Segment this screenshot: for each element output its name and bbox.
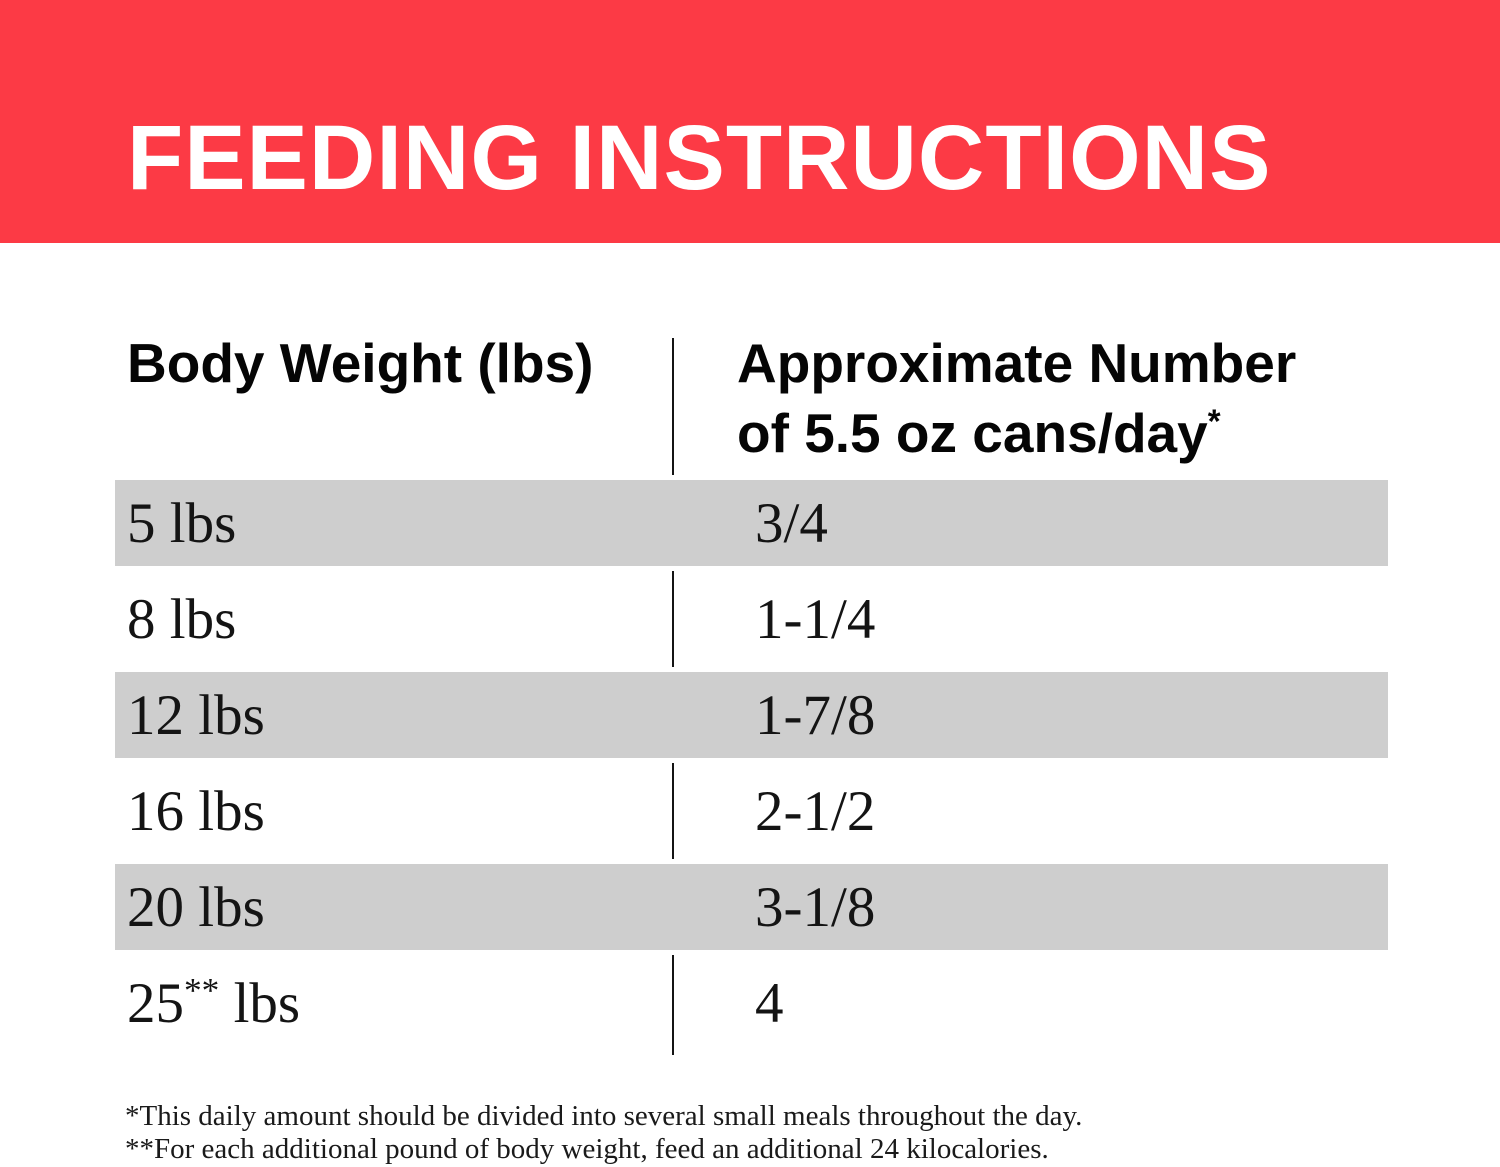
cans-per-day-cell: 1-1/4 (755, 587, 876, 651)
weight-unit: lbs (184, 875, 265, 939)
body-weight-cell: 12 lbs (115, 683, 672, 748)
cans-per-day-cell: 2-1/2 (755, 779, 876, 843)
weight-unit: lbs (184, 683, 265, 747)
weight-unit: lbs (155, 491, 237, 555)
column-header-cans-per-day: Approximate Number of 5.5 oz cans/day* (737, 328, 1296, 468)
table-row: 12 lbs 1-7/8 (115, 667, 1388, 763)
table-row: 20 lbs 3-1/8 (115, 859, 1388, 955)
page-title: FEEDING INSTRUCTIONS (127, 107, 1272, 209)
weight-value: 8 (127, 587, 156, 651)
weight-value: 20 (127, 875, 184, 939)
body-weight-cell: 8 lbs (115, 587, 672, 652)
column-header-cans-line2: of 5.5 oz cans/day (737, 402, 1208, 464)
feeding-table: 5 lbs 3/4 8 lbs 1-1/4 12 lbs 1-7/8 16 lb… (115, 475, 1388, 1051)
cans-per-day-cell: 3-1/8 (755, 875, 876, 939)
table-row: 8 lbs 1-1/4 (115, 571, 1388, 667)
weight-unit: lbs (184, 779, 265, 843)
weight-value: 12 (127, 683, 184, 747)
weight-value: 5 (127, 491, 156, 555)
body-weight-cell: 5 lbs (115, 491, 672, 556)
table-row: 16 lbs 2-1/2 (115, 763, 1388, 859)
header-banner: FEEDING INSTRUCTIONS (0, 0, 1500, 243)
footnote-additional-weight: **For each additional pound of body weig… (125, 1133, 1049, 1165)
cans-per-day-cell: 3/4 (755, 491, 828, 555)
column-header-footnote-marker: * (1207, 402, 1221, 440)
weight-value: 25 (127, 971, 184, 1035)
weight-footnote-marker: ** (184, 970, 220, 1010)
body-weight-cell: 20 lbs (115, 875, 672, 940)
body-weight-cell: 16 lbs (115, 779, 672, 844)
cans-per-day-cell: 4 (755, 971, 784, 1035)
footnotes: *This daily amount should be divided int… (125, 1100, 1082, 1166)
weight-unit: lbs (155, 587, 237, 651)
table-row: 5 lbs 3/4 (115, 475, 1388, 571)
table-row: 25** lbs 4 (115, 955, 1388, 1051)
footnote-daily-amount: *This daily amount should be divided int… (125, 1100, 1083, 1132)
body-weight-cell: 25** lbs (115, 971, 672, 1036)
weight-value: 16 (127, 779, 184, 843)
weight-unit: lbs (219, 971, 301, 1035)
cans-per-day-cell: 1-7/8 (755, 683, 876, 747)
column-header-body-weight: Body Weight (lbs) (127, 332, 594, 394)
column-header-cans-line1: Approximate Number (737, 332, 1297, 394)
